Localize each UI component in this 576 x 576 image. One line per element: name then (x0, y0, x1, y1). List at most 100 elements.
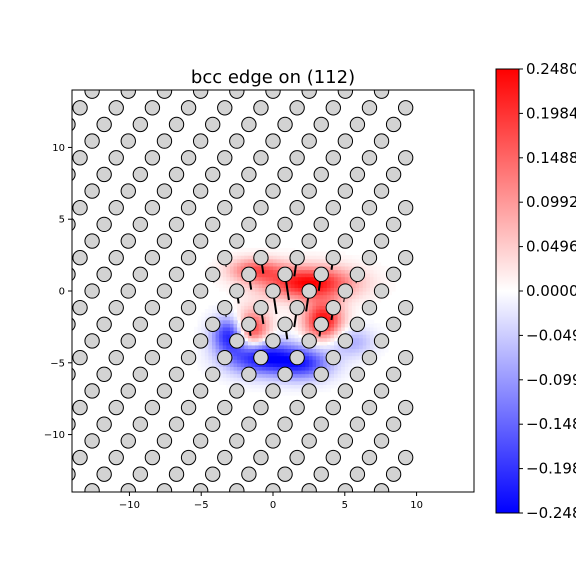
heat-cell (215, 330, 220, 335)
heat-cell (294, 387, 299, 393)
heat-cell (258, 387, 263, 393)
heat-cell (219, 269, 224, 274)
heat-cell (226, 362, 231, 367)
heat-cell (341, 362, 346, 367)
heat-cell (247, 387, 253, 393)
heat-cell (312, 362, 317, 367)
heat-cell (283, 291, 288, 296)
atom (241, 266, 257, 283)
heat-cell (334, 344, 339, 350)
heat-cell (280, 308, 285, 314)
heat-cell (337, 377, 342, 382)
heat-cell (373, 298, 378, 303)
heat-cell (391, 283, 396, 289)
heat-cell (362, 326, 367, 332)
heat-cell (240, 301, 245, 306)
heat-cell (229, 312, 235, 317)
heat-cell (265, 319, 271, 324)
heat-cell (262, 280, 267, 285)
heat-cell (283, 255, 288, 260)
heat-cell (273, 316, 278, 321)
heat-cell (344, 280, 349, 285)
heat-cell (334, 373, 339, 378)
heat-cell (337, 380, 342, 385)
heat-cell (265, 323, 271, 328)
heat-cell (273, 352, 278, 357)
atom (373, 383, 390, 399)
atom (265, 333, 281, 349)
heat-cell (229, 269, 235, 274)
heat-cell (308, 305, 314, 310)
heat-cell (377, 326, 382, 332)
heat-cell (255, 265, 260, 271)
heat-cell (341, 305, 346, 310)
atom (277, 216, 293, 233)
heat-cell (208, 305, 213, 310)
heat-cell (290, 330, 296, 335)
heat-cell (366, 269, 371, 274)
heat-cell (233, 359, 238, 364)
heat-cell (201, 326, 206, 332)
atom (205, 266, 221, 283)
heat-cell (301, 312, 306, 317)
atom (301, 283, 317, 299)
heat-cell (326, 276, 332, 281)
heat-cell (355, 301, 360, 306)
heat-cell (201, 359, 206, 364)
heat-cell (362, 341, 367, 346)
heat-cell (247, 258, 253, 263)
heat-cell (380, 276, 385, 281)
heat-cell (294, 366, 299, 371)
heat-cell (351, 348, 357, 353)
atom (277, 266, 293, 283)
heat-cell (273, 251, 278, 256)
heat-cell (351, 362, 357, 367)
heat-cell (244, 334, 249, 339)
heat-cell (290, 326, 296, 332)
atom (217, 449, 233, 466)
heat-cell (301, 298, 306, 303)
heat-cell (255, 373, 260, 378)
heat-cell (323, 298, 328, 303)
heat-cell (308, 273, 314, 278)
heat-cell (283, 337, 288, 342)
heat-cell (330, 273, 335, 278)
heat-cell (204, 344, 209, 350)
heat-cell (330, 287, 335, 292)
heat-cell (280, 380, 285, 385)
heat-cell (255, 366, 260, 371)
atom (37, 201, 51, 215)
heat-cell (269, 380, 274, 385)
heat-cell (226, 265, 231, 271)
atom (373, 133, 390, 149)
atom (337, 333, 354, 349)
heat-cell (244, 341, 249, 346)
heat-cell (240, 265, 245, 271)
heat-cell (359, 287, 364, 292)
heat-cell (330, 319, 335, 324)
atom (205, 366, 221, 382)
heat-cell (197, 323, 202, 328)
heat-cell (287, 301, 292, 306)
heat-cell (319, 380, 324, 385)
heat-cell (330, 283, 335, 289)
heat-cell (255, 348, 260, 353)
heat-cell (240, 305, 245, 310)
heat-cell (208, 352, 213, 357)
heat-cell (337, 366, 342, 371)
heat-cell (273, 319, 278, 324)
heat-cell (369, 334, 375, 339)
atom (168, 316, 185, 332)
atom (144, 250, 161, 266)
heat-cell (233, 362, 238, 367)
atom (385, 216, 402, 233)
atom (156, 433, 173, 449)
x-tick-label: 0 (270, 500, 276, 511)
heat-cell (355, 334, 360, 339)
heat-cell (344, 355, 349, 360)
atom (229, 433, 245, 449)
heat-cell (316, 334, 321, 339)
heat-cell (211, 258, 217, 263)
heat-cell (255, 387, 260, 393)
